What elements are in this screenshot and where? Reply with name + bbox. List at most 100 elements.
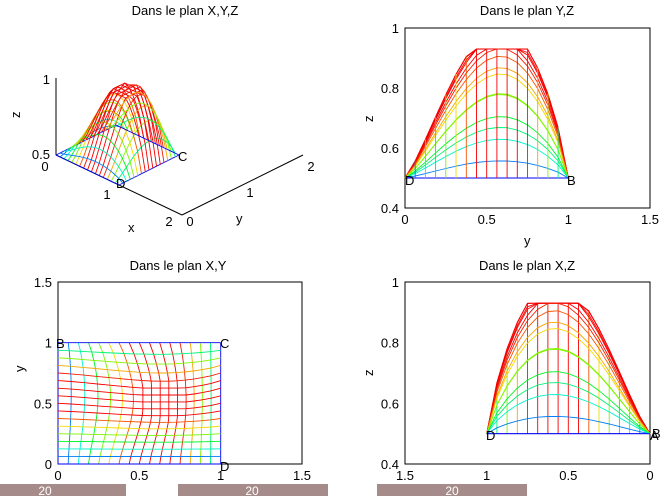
surface-xy-line <box>118 342 134 465</box>
surface-xy-line <box>57 349 221 355</box>
yz-x-axis-label: y <box>524 233 531 248</box>
x-tick-label: 0 <box>41 159 48 174</box>
xy-y-tick-label: 0 <box>45 457 52 472</box>
surface-xy-line <box>57 433 221 436</box>
yz-y-tick-label: 0.6 <box>381 141 399 156</box>
surface-xy-line <box>128 342 144 465</box>
footer-chip-3-label: 20 <box>445 484 459 496</box>
xz-x-tick-label: 0.5 <box>559 468 577 483</box>
surface-3d-line <box>93 84 157 167</box>
ticks-yz: 0 0.5 1 1.5 0.4 0.6 0.8 1 <box>381 21 659 227</box>
surface-xy-line <box>108 342 123 465</box>
xy-x-tick-label: 1 <box>217 468 224 483</box>
ticks-xy: 0 0.5 1 1.5 0 0.5 1 1.5 <box>34 275 311 483</box>
axes-box-xz <box>404 281 651 465</box>
xz-y-tick-label: 0.6 <box>381 396 399 411</box>
surface-xy-line <box>57 387 221 396</box>
surface-xy-line <box>179 342 187 465</box>
y-tick-label: 0 <box>186 214 193 229</box>
panel-yz: Dans le plan Y,Z 0 0.5 1 1.50.40.60.81 y z … <box>361 3 659 248</box>
vertex-label-b: B <box>567 173 576 188</box>
surface-3d-line <box>106 105 168 180</box>
surface-xz-line <box>486 415 651 435</box>
yz-y-tick-label: 0.8 <box>381 81 399 96</box>
footer-chip-1-label: 20 <box>38 484 52 496</box>
xy-y-tick-label: 1 <box>45 336 52 351</box>
vertex-label-d: D <box>220 459 229 474</box>
yz-x-tick-label: 1.5 <box>641 212 659 227</box>
xy-y-tick-label: 0.5 <box>34 396 52 411</box>
vertex-label-b: B <box>652 426 661 441</box>
vertex-label-d: D <box>116 176 125 191</box>
ticks-xz: 1.5 1 0.5 0 0.4 0.6 0.8 1 <box>381 275 654 483</box>
panel-xz: Dans le plan X,Z 1.5 1 0.5 00.40.60.81 z D … <box>361 258 661 483</box>
surface-xy-line <box>57 440 221 443</box>
surface-xy-line <box>189 342 195 465</box>
surface-xz-line <box>486 382 651 435</box>
surface-3d-line <box>108 102 172 159</box>
surface-xz-line <box>486 321 651 434</box>
y-tick-label: 2 <box>307 159 314 174</box>
surface-xy-line <box>57 425 221 430</box>
yz-y-tick-label: 1 <box>392 21 399 36</box>
footer-chip-1[interactable] <box>0 484 126 496</box>
panel-xy-title: Dans le plan X,Y <box>130 258 227 273</box>
yz-y-tick-label: 0.4 <box>381 201 399 216</box>
footer-chip-2[interactable] <box>178 484 328 496</box>
surface-xz-line <box>486 328 651 434</box>
vertex-label-a: A <box>650 428 659 443</box>
vertex-label-d: D <box>405 173 414 188</box>
xz-y-tick-label: 0.4 <box>381 457 399 472</box>
xz-x-tick-label: 1 <box>483 468 490 483</box>
surface-3d-line <box>115 124 180 156</box>
xz-x-tick-label: 0 <box>646 468 653 483</box>
surface-3d-line <box>96 82 161 165</box>
surface-3d-line <box>67 134 131 180</box>
xy-x-tick-label: 0 <box>54 468 61 483</box>
surface-xz-line <box>486 302 651 434</box>
surface-xy-line <box>77 342 86 465</box>
x-tick-label: 1 <box>103 187 110 202</box>
surface-3d-line <box>63 146 127 182</box>
surface-3d-line <box>59 152 124 184</box>
vertex-label-c: C <box>220 336 229 351</box>
surface-mesh-3d <box>55 82 180 186</box>
xz-y-tick-label: 1 <box>392 275 399 290</box>
surface-xy-line <box>169 342 178 465</box>
xy-y-tick-label: 1.5 <box>34 275 52 290</box>
panel-3d-title: Dans le plan X,Y,Z <box>132 3 239 18</box>
surface-mesh-yz <box>404 48 569 179</box>
panel-xy: Dans le plan X,Y 0 0.5 1 1.500.511.5 y B C … <box>12 258 311 483</box>
surface-xz-line <box>486 310 651 434</box>
xy-y-axis-label: y <box>12 365 27 372</box>
surface-3d-line <box>55 154 120 186</box>
surface-xy-line <box>57 418 221 423</box>
xy-x-tick-label: 1.5 <box>293 468 311 483</box>
z-tick-label: 0.5 <box>32 147 50 162</box>
surface-xy-line <box>138 342 153 465</box>
surface-xy-line <box>149 342 161 465</box>
y-axis-line <box>181 154 304 216</box>
surface-xz-line <box>486 302 651 434</box>
surface-mesh-xz <box>486 302 651 435</box>
yz-x-tick-label: 1 <box>565 212 572 227</box>
x-tick-label: 2 <box>165 214 172 229</box>
panel-yz-title: Dans le plan Y,Z <box>480 3 574 18</box>
footer-chip-3[interactable] <box>377 484 527 496</box>
axes-box-yz <box>404 27 651 209</box>
surface-xy-line <box>57 364 221 374</box>
surface-xz-line <box>486 371 651 435</box>
yz-y-axis-label: z <box>361 116 376 123</box>
axes-box-xy <box>57 281 303 465</box>
surface-3d-line <box>112 116 176 158</box>
yz-x-tick-label: 0.5 <box>478 212 496 227</box>
y-axis-label: y <box>236 211 243 226</box>
surface-xy-line <box>57 395 221 403</box>
surface-xy-line <box>57 410 221 417</box>
surface-3d-line <box>85 88 150 171</box>
surface-xy-line <box>159 342 170 465</box>
surface-xy-line <box>57 402 221 410</box>
vertex-label-d: D <box>486 428 495 443</box>
surface-3d-line <box>74 109 139 176</box>
